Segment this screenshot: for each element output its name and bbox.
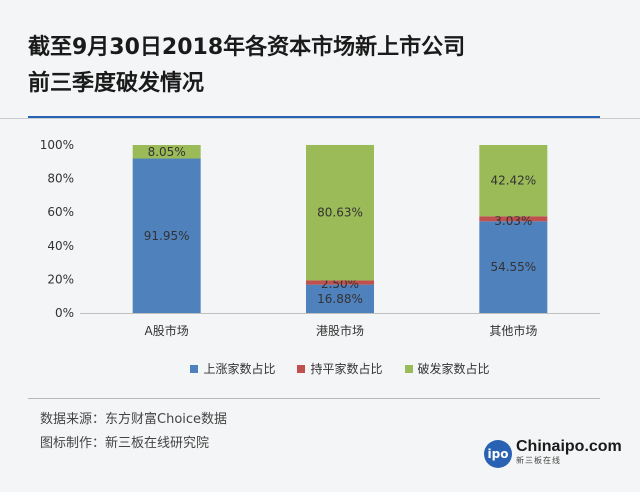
data-label: 54.55% (490, 260, 536, 274)
legend-item: 破发家数占比 (404, 360, 490, 377)
bar-segment (479, 221, 548, 313)
bar-segment (479, 216, 548, 222)
legend-swatch (297, 364, 306, 373)
y-tick-label: 60% (47, 205, 74, 219)
legend: 上涨家数占比 持平家数占比 破发家数占比 (160, 360, 520, 377)
chinaipo-logo: ipo Chinaipo.com 新三板在线 (484, 438, 622, 468)
legend-item: 上涨家数占比 (190, 360, 275, 377)
data-label: 42.42% (490, 174, 536, 188)
x-tick-label: 港股市场 (316, 323, 364, 338)
bar-segment (306, 280, 374, 285)
data-label: 80.63% (317, 206, 363, 220)
bar-segment (306, 144, 374, 281)
legend-label: 破发家数占比 (417, 362, 490, 376)
chart-title: 截至9月30日2018年各资本市场新上市公司 前三季度破发情况 (28, 30, 618, 102)
logo-subtitle: 新三板在线 (516, 456, 561, 465)
title-line-2: 前三季度破发情况 (28, 71, 205, 96)
x-tick-label: A股市场 (145, 323, 189, 338)
legend-swatch (190, 364, 199, 373)
header-accent-rule (28, 116, 600, 118)
y-tick-label: 0% (55, 306, 74, 320)
y-tick-label: 80% (47, 172, 74, 186)
data-label: 16.88% (317, 292, 363, 306)
bar-segment (306, 284, 374, 313)
bar-segment (132, 158, 201, 313)
y-tick-label: 40% (47, 239, 74, 253)
bar-segment (132, 145, 201, 159)
data-label: 8.05% (148, 145, 186, 159)
title-line-1: 截至9月30日2018年各资本市场新上市公司 (28, 35, 466, 60)
chart-maker: 图标制作：新三板在线研究院 (40, 436, 210, 451)
legend-label: 上涨家数占比 (203, 362, 276, 376)
x-tick-label: 其他市场 (489, 323, 537, 338)
y-tick-label: 20% (47, 272, 74, 286)
footer-divider (28, 398, 600, 399)
logo-wordmark: Chinaipo.com (516, 438, 622, 455)
header-divider (0, 118, 640, 119)
data-source: 数据来源：东方财富Choice数据 (40, 412, 228, 427)
legend-label: 持平家数占比 (310, 362, 383, 376)
legend-item: 持平家数占比 (297, 360, 383, 377)
y-tick-label: 100% (40, 138, 74, 152)
bar-segment (479, 145, 548, 217)
data-label: 91.95% (144, 229, 190, 243)
data-label: 2.50% (321, 277, 359, 291)
legend-swatch (404, 364, 413, 373)
data-label: 3.03% (494, 214, 532, 228)
logo-badge: ipo (484, 440, 512, 468)
